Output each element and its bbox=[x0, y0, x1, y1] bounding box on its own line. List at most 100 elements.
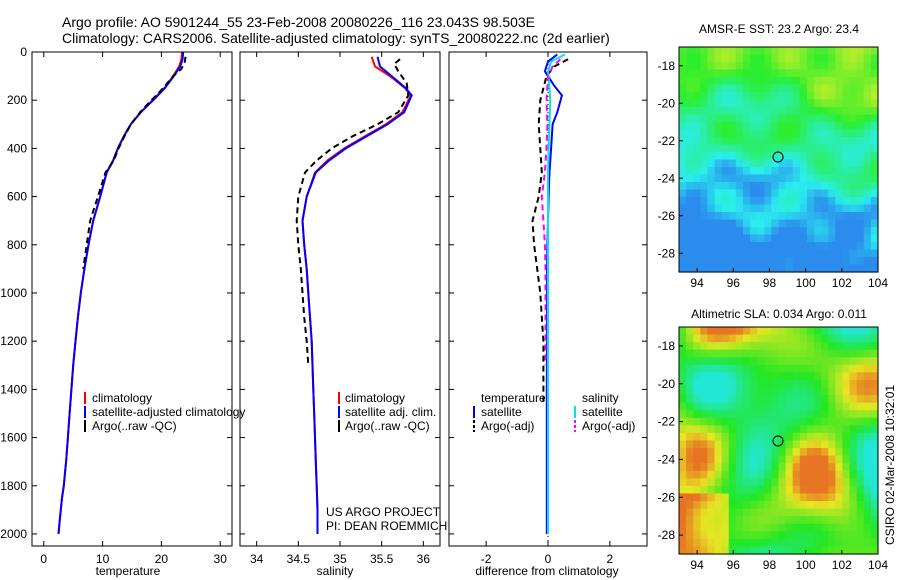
heatmap-cell bbox=[799, 182, 808, 191]
depth-tick-label: 1400 bbox=[0, 382, 27, 396]
heatmap-cell bbox=[693, 54, 701, 63]
heatmap-cell bbox=[863, 470, 872, 479]
heatmap-cell bbox=[863, 159, 872, 168]
heatmap-cell bbox=[735, 395, 744, 404]
heatmap-cell bbox=[821, 152, 829, 161]
heatmap-cell bbox=[806, 523, 815, 532]
heatmap-cell bbox=[778, 448, 787, 457]
heatmap-cell bbox=[870, 364, 879, 373]
heatmap-cell bbox=[764, 372, 772, 381]
heatmap-cell bbox=[842, 478, 851, 487]
map-lat-tick-label: -26 bbox=[658, 490, 676, 504]
heatmap-cell bbox=[856, 425, 865, 434]
heatmap-cell bbox=[849, 84, 858, 93]
heatmap-cell bbox=[771, 379, 780, 389]
heatmap-cell bbox=[750, 478, 758, 487]
heatmap-cell bbox=[828, 159, 836, 168]
heatmap-cell bbox=[828, 470, 836, 479]
heatmap-cell bbox=[707, 167, 716, 176]
heatmap-cell bbox=[735, 122, 744, 131]
heatmap-cell bbox=[707, 107, 716, 116]
heatmap-cell bbox=[842, 425, 851, 434]
heatmap-cell bbox=[814, 122, 822, 131]
heatmap-cell bbox=[785, 357, 794, 366]
heatmap-cell bbox=[835, 129, 844, 138]
heatmap-cell bbox=[835, 349, 844, 358]
heatmap-cell bbox=[835, 425, 844, 434]
heatmap-cell bbox=[814, 508, 822, 517]
heatmap-cell bbox=[835, 204, 844, 213]
heatmap-cell bbox=[785, 546, 794, 555]
heatmap-cell bbox=[792, 197, 801, 206]
heatmap-cell bbox=[842, 219, 851, 228]
heatmap-cell bbox=[821, 448, 829, 457]
heatmap-cell bbox=[757, 92, 765, 101]
heatmap-cell bbox=[863, 264, 872, 273]
heatmap-cell bbox=[778, 379, 787, 389]
difference-x-tick-label: 2 bbox=[607, 552, 614, 566]
heatmap-cell bbox=[785, 372, 794, 381]
heatmap-cell bbox=[742, 152, 751, 161]
heatmap-cell bbox=[686, 470, 694, 479]
heatmap-cell bbox=[849, 395, 858, 404]
heatmap-cell bbox=[842, 47, 851, 56]
heatmap-cell bbox=[821, 129, 829, 138]
map-lon-tick-label: 100 bbox=[796, 558, 816, 572]
heatmap-cell bbox=[742, 538, 751, 548]
heatmap-cell bbox=[735, 137, 744, 146]
heatmap-cell bbox=[728, 508, 737, 517]
heatmap-cell bbox=[799, 257, 808, 266]
heatmap-cell bbox=[856, 204, 865, 213]
heatmap-cell bbox=[806, 455, 815, 464]
heatmap-cell bbox=[750, 182, 758, 191]
heatmap-cell bbox=[856, 440, 865, 449]
heatmap-cell bbox=[764, 234, 772, 243]
heatmap-cell bbox=[771, 425, 780, 434]
heatmap-cell bbox=[750, 448, 758, 457]
heatmap-cell bbox=[835, 249, 844, 258]
heatmap-cell bbox=[693, 99, 701, 108]
heatmap-cell bbox=[785, 327, 794, 336]
heatmap-cell bbox=[856, 417, 865, 426]
heatmap-cell bbox=[799, 249, 808, 258]
heatmap-cell bbox=[700, 167, 709, 176]
heatmap-cell bbox=[821, 485, 829, 495]
heatmap-cell bbox=[792, 349, 801, 358]
heatmap-cell bbox=[814, 54, 822, 63]
heatmap-cell bbox=[828, 47, 836, 56]
heatmap-cell bbox=[721, 159, 730, 168]
heatmap-cell bbox=[806, 249, 815, 258]
heatmap-cell bbox=[806, 227, 815, 236]
heatmap-cell bbox=[806, 478, 815, 487]
heatmap-cell bbox=[821, 432, 829, 442]
heatmap-cell bbox=[821, 455, 829, 464]
heatmap-cell bbox=[693, 364, 701, 373]
heatmap-cell bbox=[856, 379, 865, 389]
heatmap-cell bbox=[856, 69, 865, 78]
heatmap-cell bbox=[721, 417, 730, 426]
heatmap-cell bbox=[806, 107, 815, 116]
heatmap-cell bbox=[785, 152, 794, 161]
heatmap-cell bbox=[735, 410, 744, 419]
heatmap-cell bbox=[835, 99, 844, 108]
heatmap-cell bbox=[728, 174, 737, 183]
heatmap-cell bbox=[707, 257, 716, 266]
heatmap-cell bbox=[835, 182, 844, 191]
heatmap-cell bbox=[856, 546, 865, 555]
heatmap-cell bbox=[679, 440, 687, 449]
heatmap-cell bbox=[778, 349, 787, 358]
heatmap-cell bbox=[721, 448, 730, 457]
temperature-series-argo-raw-qc- bbox=[82, 56, 187, 270]
heatmap-cell bbox=[771, 364, 780, 373]
heatmap-cell bbox=[870, 410, 879, 419]
heatmap-cell bbox=[721, 538, 730, 548]
heatmap-cell bbox=[714, 204, 723, 213]
heatmap-cell bbox=[835, 470, 844, 479]
heatmap-cell bbox=[700, 364, 709, 373]
heatmap-cell bbox=[856, 395, 865, 404]
heatmap-cell bbox=[757, 387, 765, 396]
heatmap-cell bbox=[700, 234, 709, 243]
heatmap-cell bbox=[814, 448, 822, 457]
heatmap-cell bbox=[792, 92, 801, 101]
heatmap-cell bbox=[707, 62, 716, 71]
